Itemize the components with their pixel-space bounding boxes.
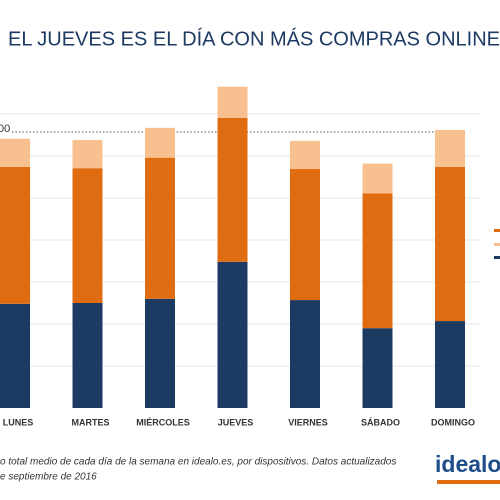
bar-segment [217,86,248,118]
x-tick-label: JUEVES [218,417,254,427]
x-tick-label: MARTES [72,417,110,427]
bar-segment [0,303,30,408]
bar-segment [72,303,103,408]
bar-segment [290,169,320,301]
bar-segment [145,157,175,299]
x-tick-label: DOMINGO [431,417,475,427]
bar-segment [435,166,465,322]
footnote: o total medio de cada día de la semana e… [0,457,396,468]
bar-segment [435,129,465,167]
bar-segment [362,193,393,329]
footnote: e septiembre de 2016 [0,472,97,483]
bar-segment [217,261,248,408]
x-tick-label: SÁBADO [361,417,400,427]
bar-segment [362,328,393,408]
bar-segment [145,127,175,158]
bar-segment [217,117,248,262]
logo-underline [437,480,500,484]
bar-segment [290,140,320,170]
logo: idealo [435,451,500,477]
x-tick-label: MIÉRCOLES [136,417,190,427]
legend-swatch [494,256,500,259]
bar-segment [362,163,393,194]
bar-segment [72,168,103,303]
legend-swatch [494,229,500,232]
bar-segment [290,300,320,408]
chart-title: EL JUEVES ES EL DÍA CON MÁS COMPRAS ONLI… [8,27,500,50]
bar-segment [0,138,30,167]
bar-segment [0,166,30,304]
reference-label: 00 [0,123,10,135]
bar-segment [145,298,175,408]
bar-segment [72,140,103,169]
legend-swatch [494,243,500,246]
x-tick-label: VIERNES [288,417,328,427]
bar-segment [435,321,465,408]
x-tick-label: LUNES [3,417,34,427]
